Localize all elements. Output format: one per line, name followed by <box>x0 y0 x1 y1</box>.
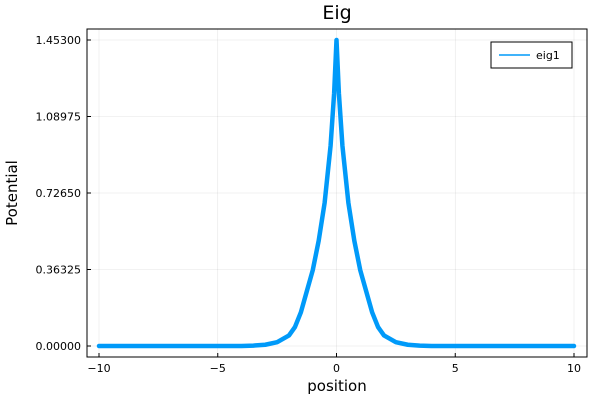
y-axis-ticks: 0.00000 0.36325 0.72650 1.08975 1.45300 <box>36 34 91 353</box>
y-tick-label: 0.36325 <box>36 264 82 277</box>
y-tick-label: 0.72650 <box>36 187 82 200</box>
series-layer <box>96 37 577 349</box>
x-tick-label: −5 <box>210 362 226 375</box>
x-axis-label: position <box>307 377 366 395</box>
y-tick-label: 1.45300 <box>36 34 82 47</box>
x-tick-label: 10 <box>567 362 581 375</box>
y-axis-label: Potential <box>3 160 21 226</box>
x-axis-ticks: −10 −5 0 5 10 <box>87 353 581 375</box>
legend: eig1 <box>490 41 573 69</box>
x-tick-label: −10 <box>87 362 110 375</box>
chart-title: Eig <box>322 2 351 24</box>
x-tick-label: 5 <box>452 362 459 375</box>
series-line-eig1 <box>96 37 577 349</box>
legend-label-eig1: eig1 <box>536 49 560 62</box>
y-tick-label: 0.00000 <box>36 340 82 353</box>
x-tick-label: 0 <box>333 362 340 375</box>
y-tick-label: 1.08975 <box>36 111 82 124</box>
